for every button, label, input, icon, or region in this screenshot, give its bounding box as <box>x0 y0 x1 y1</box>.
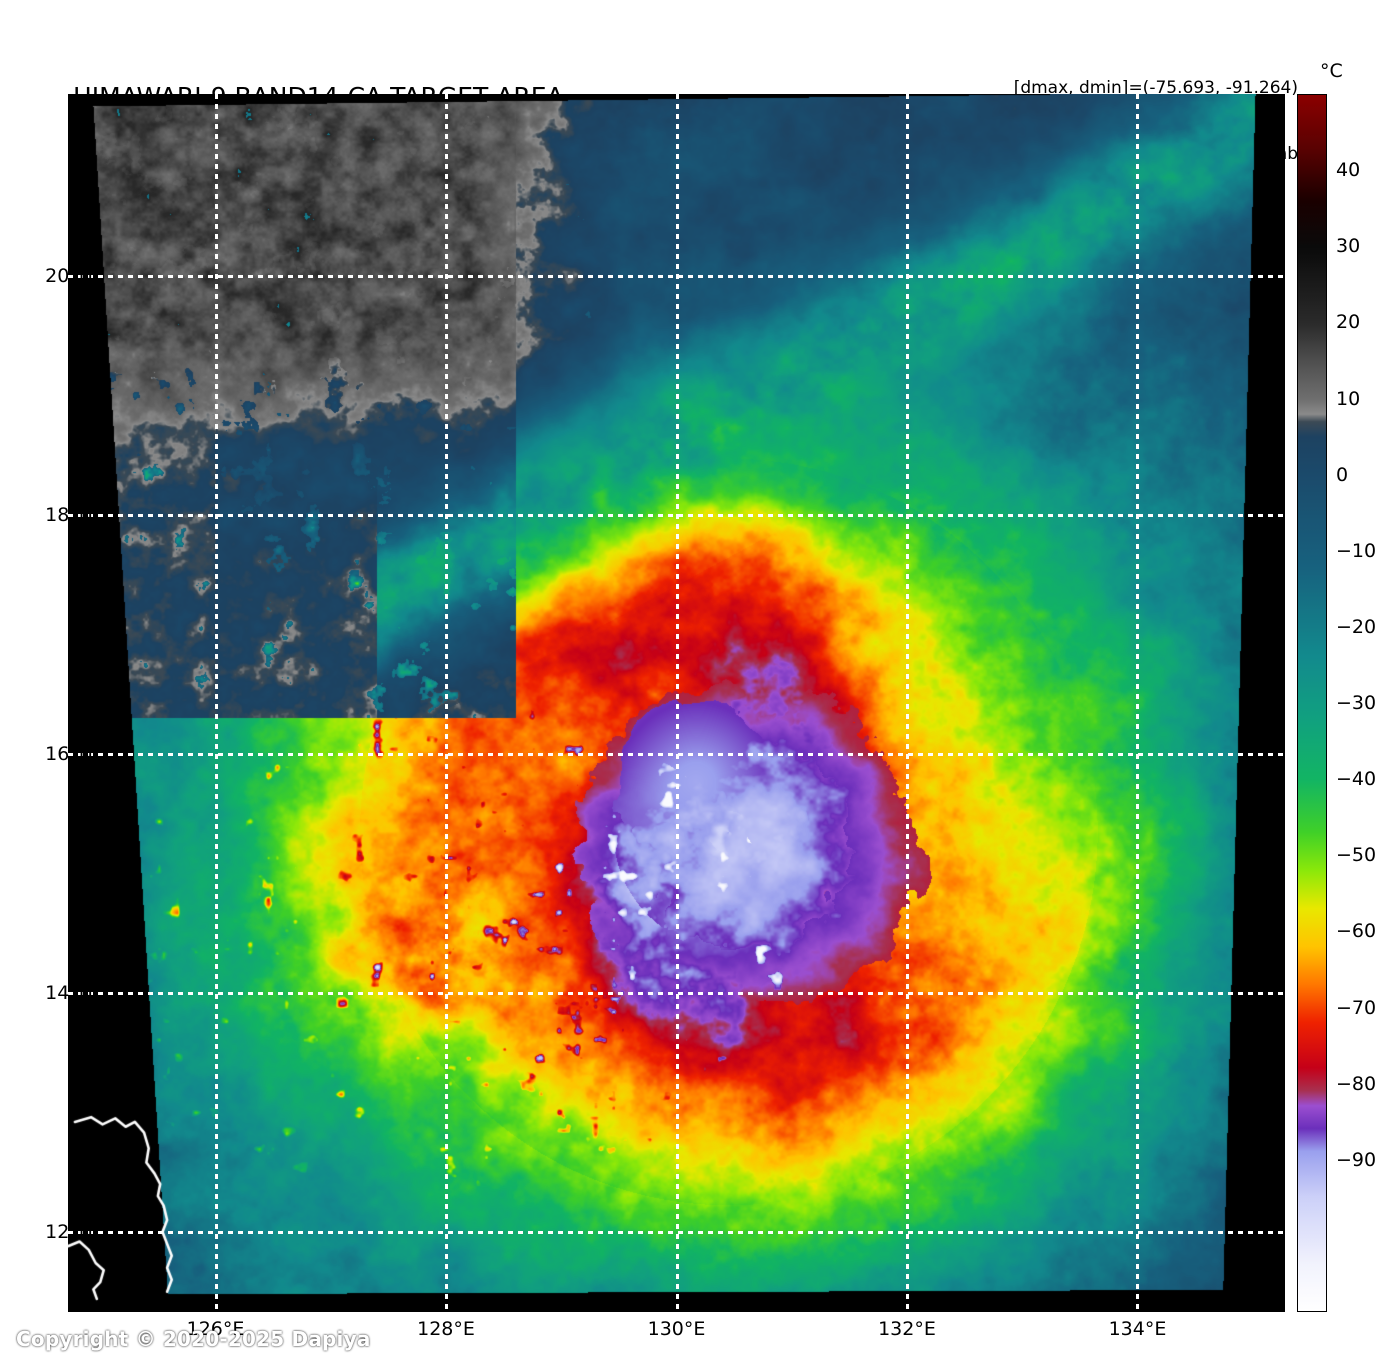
colorbar-tick-label: 20 <box>1336 311 1361 334</box>
colorbar-tick-label: −30 <box>1336 692 1377 714</box>
latitude-tick-label: 16°N <box>45 742 93 765</box>
colorbar <box>1297 94 1327 1312</box>
latitude-tick-label: 18°N <box>45 503 93 526</box>
colorbar-tick-label: 30 <box>1336 235 1361 258</box>
colorbar-tick-label: −20 <box>1336 615 1377 638</box>
gridline-longitude <box>445 94 448 1312</box>
colorbar-tick-label: −90 <box>1336 1148 1377 1171</box>
colorbar-gradient <box>1298 95 1326 1311</box>
colorbar-tick-label: 10 <box>1336 387 1361 410</box>
longitude-tick-label: 130°E <box>647 1318 706 1340</box>
colorbar-tick-label: −70 <box>1336 996 1377 1019</box>
colorbar-tick-label: −50 <box>1336 844 1377 867</box>
colorbar-tick-label: −80 <box>1336 1072 1377 1095</box>
longitude-tick-label: 134°E <box>1108 1318 1167 1340</box>
gridline-latitude <box>68 513 1285 517</box>
gridline-longitude <box>1136 94 1140 1312</box>
colorbar-unit-label: °C <box>1320 60 1343 82</box>
colorbar-tick-label: −10 <box>1336 539 1377 562</box>
gridline-latitude <box>68 1230 1285 1234</box>
gridline-latitude <box>68 274 1285 278</box>
colorbar-tick-label: −40 <box>1336 768 1377 791</box>
longitude-tick-label: 128°E <box>417 1318 475 1340</box>
latitude-tick-label: 14°N <box>45 981 93 1004</box>
gridline-latitude <box>68 991 1285 995</box>
gridline-longitude <box>214 94 218 1312</box>
gridline-longitude <box>675 94 679 1312</box>
latitude-tick-label: 20°N <box>45 264 93 287</box>
colorbar-tick-label: 0 <box>1336 463 1349 486</box>
colorbar-tick-label: 40 <box>1336 159 1361 182</box>
gridline-latitude <box>68 752 1285 756</box>
colorbar-tick-label: −60 <box>1336 920 1377 943</box>
dmax-dmin-label: [dmax, dmin]=(-75.693, -91.264) <box>1013 78 1298 98</box>
longitude-tick-label: 126°E <box>186 1318 245 1340</box>
satellite-image-plot <box>68 94 1285 1312</box>
longitude-tick-label: 132°E <box>878 1318 936 1340</box>
latitude-tick-label: 12°N <box>45 1220 93 1243</box>
copyright-label: Copyright © 2020-2025 Dapiya <box>16 1327 371 1351</box>
gridline-longitude <box>905 94 909 1312</box>
